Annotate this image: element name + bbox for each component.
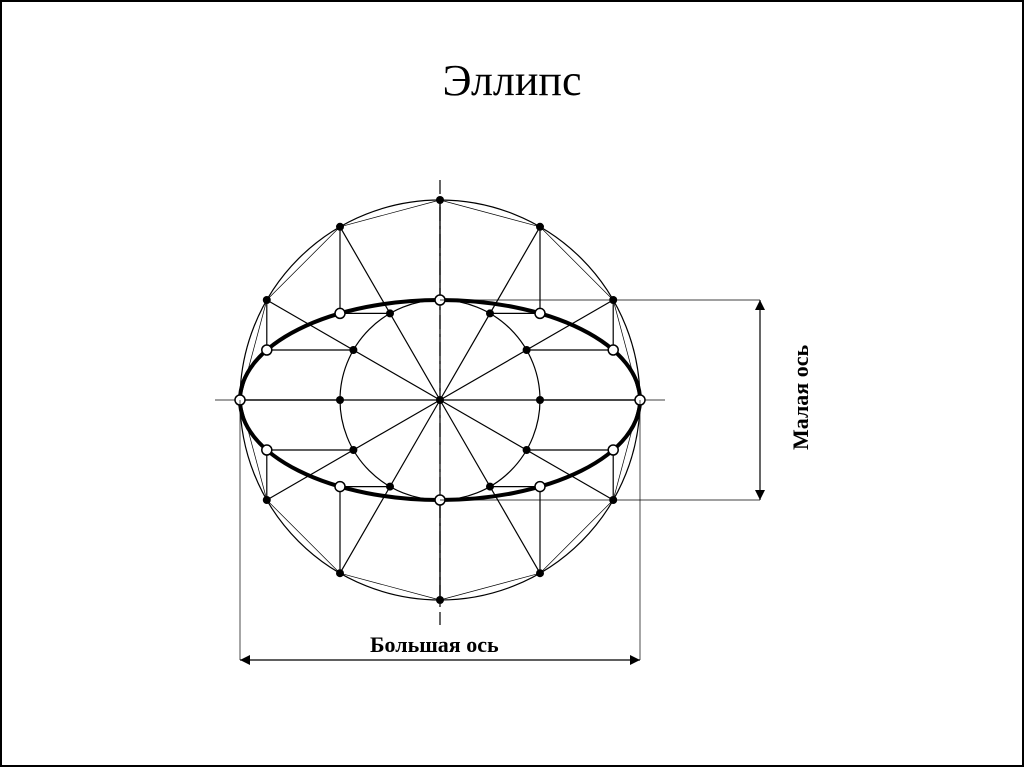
minor-axis-label: Малая ось xyxy=(788,345,814,450)
major-axis-label: Большая ось xyxy=(370,632,499,658)
ellipse-construction-diagram xyxy=(0,0,1024,767)
